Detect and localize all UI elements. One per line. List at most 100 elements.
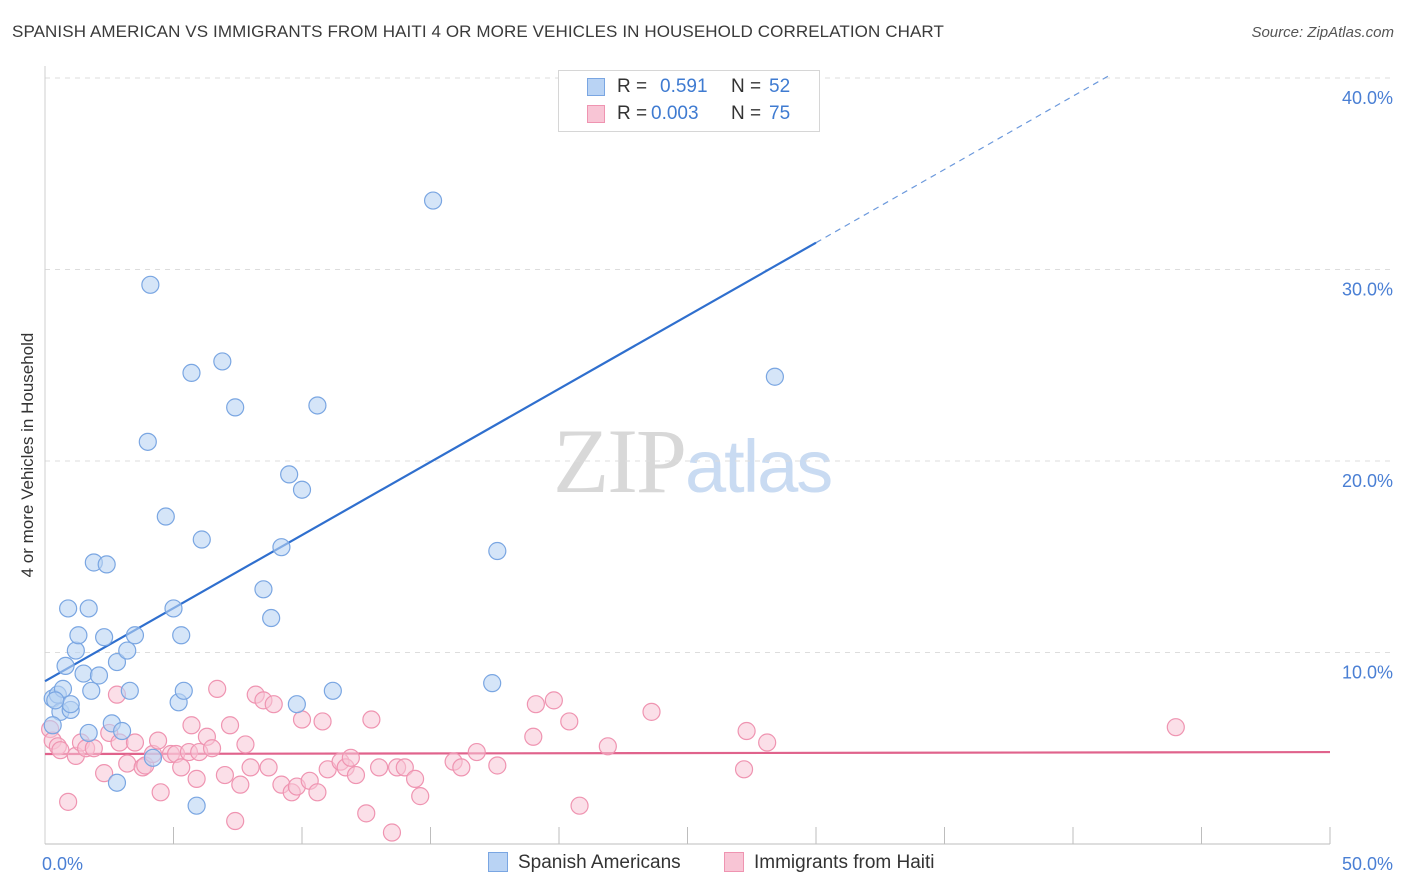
source-label: Source: ZipAtlas.com bbox=[1251, 24, 1394, 41]
haiti-point bbox=[187, 769, 206, 788]
haiti-point bbox=[202, 739, 222, 758]
spanish-american-point bbox=[56, 656, 75, 676]
haiti-point bbox=[346, 765, 366, 785]
spanish-american-point bbox=[226, 398, 245, 417]
bottom-legend-spanish-americans: Spanish Americans bbox=[488, 852, 681, 874]
haiti-point bbox=[226, 811, 245, 831]
x-tick-label: 0.0% bbox=[42, 854, 83, 874]
bottom-legend-swatch-pink bbox=[724, 852, 744, 872]
haiti-point bbox=[264, 695, 283, 714]
spanish-american-point bbox=[141, 275, 160, 294]
spanish-american-point bbox=[187, 796, 206, 815]
haiti-point bbox=[118, 754, 137, 773]
legend-r-label: R = bbox=[617, 103, 648, 124]
spanish-american-point bbox=[112, 721, 132, 741]
spanish-american-point bbox=[213, 352, 232, 371]
bottom-legend-swatch-blue bbox=[488, 852, 508, 872]
spanish-american-point bbox=[182, 363, 201, 383]
spanish-american-point bbox=[61, 695, 80, 714]
haiti-point bbox=[308, 783, 327, 802]
spanish-american-point bbox=[488, 541, 507, 561]
chart-title: SPANISH AMERICAN VS IMMIGRANTS FROM HAIT… bbox=[12, 22, 944, 41]
legend-n-label: N = bbox=[731, 76, 762, 97]
spanish-american-point bbox=[192, 530, 211, 549]
spanish-american-point bbox=[118, 641, 137, 660]
haiti-point bbox=[526, 695, 545, 714]
spanish-american-point bbox=[79, 599, 98, 618]
haiti-point bbox=[411, 787, 430, 806]
haiti-point bbox=[1166, 718, 1185, 737]
x-tick-label: 50.0% bbox=[1342, 854, 1393, 874]
haiti-point bbox=[382, 823, 402, 842]
spanish-american-point bbox=[262, 608, 281, 628]
haiti-point bbox=[148, 731, 168, 750]
haiti-point bbox=[544, 691, 563, 710]
spanish-american-point bbox=[74, 664, 93, 683]
spanish-american-point bbox=[59, 599, 78, 618]
spanish-american-point bbox=[82, 681, 101, 700]
spanish-american-point bbox=[254, 580, 273, 599]
trend-line-immigrants-from-haiti bbox=[44, 750, 1331, 756]
haiti-point bbox=[734, 760, 754, 779]
haiti-point bbox=[560, 712, 579, 731]
haiti-point bbox=[737, 721, 756, 741]
spanish-american-point bbox=[164, 599, 183, 618]
spanish-american-point bbox=[292, 480, 312, 499]
haiti-point bbox=[570, 796, 589, 815]
spanish-american-point bbox=[89, 666, 109, 685]
haiti-point bbox=[125, 733, 145, 752]
trend-line-extension bbox=[815, 73, 1112, 244]
haiti-point bbox=[405, 769, 425, 788]
spanish-american-point bbox=[423, 191, 443, 210]
spanish-american-point bbox=[95, 628, 114, 647]
correlation-legend: R = 0.591 N = 52 R = 0.003 N = 75 bbox=[558, 70, 820, 132]
haiti-point bbox=[395, 758, 414, 777]
haiti-point bbox=[452, 758, 471, 777]
spanish-american-point bbox=[97, 555, 116, 574]
series-spanish-americans bbox=[43, 191, 784, 815]
watermark-atlas: atlas bbox=[685, 425, 833, 508]
haiti-point bbox=[231, 775, 250, 794]
haiti-point bbox=[467, 742, 486, 762]
haiti-point bbox=[370, 758, 389, 777]
spanish-american-point bbox=[156, 507, 175, 526]
haiti-point bbox=[341, 748, 360, 767]
haiti-point bbox=[236, 735, 255, 754]
legend-swatch-blue bbox=[587, 78, 605, 96]
haiti-point bbox=[362, 710, 381, 729]
bottom-legend-immigrants-from-haiti: Immigrants from Haiti bbox=[724, 852, 935, 874]
haiti-point bbox=[292, 710, 312, 729]
legend-r-label: R = bbox=[617, 76, 648, 97]
haiti-point bbox=[488, 756, 507, 775]
haiti-point bbox=[51, 741, 70, 760]
y-tick-label: 30.0% bbox=[1342, 280, 1393, 300]
spanish-american-point bbox=[172, 626, 191, 645]
haiti-point bbox=[241, 758, 260, 777]
spanish-american-point bbox=[79, 723, 98, 743]
haiti-point bbox=[182, 716, 201, 735]
spanish-american-point bbox=[765, 367, 784, 386]
bottom-legend-label: Immigrants from Haiti bbox=[754, 852, 935, 873]
haiti-point bbox=[95, 764, 114, 783]
spanish-american-point bbox=[107, 773, 127, 792]
y-tick-label: 10.0% bbox=[1342, 663, 1393, 683]
legend-swatch-pink bbox=[587, 105, 605, 123]
axes bbox=[44, 66, 1331, 845]
spanish-american-point bbox=[280, 465, 299, 484]
haiti-point bbox=[220, 716, 240, 735]
haiti-point bbox=[598, 737, 617, 756]
haiti-point bbox=[151, 783, 170, 802]
spanish-american-point bbox=[46, 691, 65, 710]
spanish-american-point bbox=[323, 681, 342, 700]
trend-line-spanish-americans bbox=[44, 241, 817, 683]
y-tick-label: 40.0% bbox=[1342, 88, 1393, 108]
tick-labels: 10.0% 20.0% 30.0% 40.0% 0.0% 50.0% bbox=[42, 88, 1393, 874]
spanish-american-point bbox=[43, 716, 62, 735]
haiti-point bbox=[215, 765, 234, 785]
spanish-american-point bbox=[272, 538, 291, 557]
spanish-american-point bbox=[287, 695, 306, 714]
spanish-american-point bbox=[69, 626, 88, 645]
haiti-point bbox=[259, 758, 278, 777]
legend-n-value: 75 bbox=[769, 103, 791, 124]
